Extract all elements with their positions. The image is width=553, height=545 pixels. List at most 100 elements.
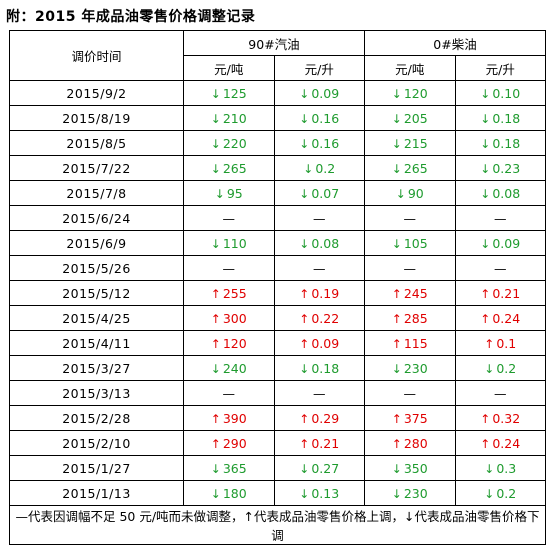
date-column-header: 调价时间	[9, 30, 184, 81]
value-cell-g-ton: ↓ 180	[183, 480, 275, 506]
value-text: 0.18	[492, 135, 521, 151]
arrow-down-icon: ↓	[210, 136, 221, 151]
value-cell-d-ton: —	[364, 255, 456, 281]
table-row: 2015/5/26 — — — —	[9, 255, 546, 281]
value-cell-g-ton: —	[183, 255, 275, 281]
arrow-down-icon: ↓	[303, 161, 314, 176]
table-row: 2015/3/13 — — — —	[9, 380, 546, 406]
value-text: —	[494, 210, 507, 226]
value-cell-d-liter: ↓ 0.2	[454, 480, 546, 506]
value-cell-d-ton: ↓ 350	[364, 455, 456, 481]
arrow-down-icon: ↓	[480, 136, 491, 151]
value-cell-g-ton: ↑ 255	[183, 280, 275, 306]
value-text: 0.08	[311, 235, 340, 251]
value-cell-g-liter: ↑ 0.29	[273, 405, 365, 431]
value-text: 105	[403, 235, 428, 251]
arrow-down-icon: ↓	[391, 86, 402, 101]
value-cell-d-liter: ↑ 0.1	[454, 330, 546, 356]
value-text: 285	[403, 310, 428, 326]
arrow-down-icon: ↓	[299, 461, 310, 476]
arrow-down-icon: ↓	[210, 236, 221, 251]
date-cell: 2015/6/9	[9, 230, 184, 256]
arrow-up-icon: ↑	[210, 311, 221, 326]
date-cell: 2015/1/27	[9, 455, 184, 481]
value-text: 0.09	[311, 85, 340, 101]
arrow-down-icon: ↓	[210, 486, 221, 501]
value-text: 0.22	[311, 310, 340, 326]
value-text: 215	[403, 135, 428, 151]
value-text: 0.1	[496, 335, 517, 351]
value-text: 0.19	[311, 285, 340, 301]
date-cell: 2015/5/12	[9, 280, 184, 306]
arrow-down-icon: ↓	[391, 236, 402, 251]
arrow-down-icon: ↓	[484, 361, 495, 376]
value-cell-g-liter: ↓ 0.08	[273, 230, 365, 256]
value-cell-g-ton: ↓ 95	[183, 180, 275, 206]
date-cell: 2015/4/25	[9, 305, 184, 331]
arrow-down-icon: ↓	[484, 461, 495, 476]
arrow-up-icon: ↑	[480, 311, 491, 326]
value-text: —	[222, 210, 236, 226]
arrow-down-icon: ↓	[210, 161, 221, 176]
diesel-unit-ton-header: 元/吨	[364, 55, 456, 81]
date-cell: 2015/2/10	[9, 430, 184, 456]
arrow-down-icon: ↓	[480, 186, 491, 201]
value-text: 0.24	[492, 435, 521, 451]
value-cell-g-ton: —	[183, 380, 275, 406]
arrow-down-icon: ↓	[480, 236, 491, 251]
arrow-up-icon: ↑	[391, 286, 402, 301]
value-cell-d-liter: ↓ 0.10	[454, 80, 546, 106]
value-cell-d-liter: ↑ 0.21	[454, 280, 546, 306]
arrow-down-icon: ↓	[299, 136, 310, 151]
value-cell-g-liter: ↑ 0.22	[273, 305, 365, 331]
table-row: 2015/6/24 — — — —	[9, 205, 546, 231]
value-text: —	[222, 260, 236, 276]
value-cell-d-ton: ↓ 105	[364, 230, 456, 256]
value-cell-g-liter: ↑ 0.21	[273, 430, 365, 456]
value-text: 265	[222, 160, 247, 176]
value-cell-d-liter: ↓ 0.08	[454, 180, 546, 206]
date-cell: 2015/3/13	[9, 380, 184, 406]
arrow-down-icon: ↓	[391, 461, 402, 476]
table-body: 2015/9/2 ↓ 125 ↓ 0.09 ↓ 120 ↓ 0.10 2015/8/19 ↓ 210 ↓…	[9, 80, 546, 506]
arrow-up-icon: ↑	[210, 336, 221, 351]
arrow-up-icon: ↑	[210, 436, 221, 451]
value-text: 255	[222, 285, 247, 301]
value-text: 90	[407, 185, 424, 201]
value-text: —	[494, 260, 507, 276]
table-row: 2015/5/12 ↑ 255 ↑ 0.19 ↑ 245 ↑ 0.21	[9, 280, 546, 306]
table-row: 2015/6/9 ↓ 110 ↓ 0.08 ↓ 105 ↓ 0.09	[9, 230, 546, 256]
diesel-unit-liter-header: 元/升	[454, 55, 546, 81]
value-cell-d-liter: ↑ 0.24	[454, 430, 546, 456]
value-cell-d-liter: ↓ 0.23	[454, 155, 546, 181]
arrow-down-icon: ↓	[391, 486, 402, 501]
arrow-up-icon: ↑	[480, 286, 491, 301]
value-text: 0.3	[496, 460, 517, 476]
value-text: —	[494, 385, 507, 401]
value-text: —	[313, 260, 326, 276]
value-text: —	[403, 210, 417, 226]
value-cell-d-liter: ↓ 0.09	[454, 230, 546, 256]
date-cell: 2015/7/22	[9, 155, 184, 181]
arrow-up-icon: ↑	[480, 436, 491, 451]
table-row: 2015/7/8 ↓ 95 ↓ 0.07 ↓ 90 ↓ 0.08	[9, 180, 546, 206]
value-text: 220	[222, 135, 247, 151]
value-cell-g-liter: ↓ 0.13	[273, 480, 365, 506]
value-text: 0.24	[492, 310, 521, 326]
value-cell-g-liter: —	[273, 380, 365, 406]
value-text: 0.21	[311, 435, 340, 451]
arrow-down-icon: ↓	[395, 186, 406, 201]
table-row: 2015/9/2 ↓ 125 ↓ 0.09 ↓ 120 ↓ 0.10	[9, 80, 546, 106]
value-text: 110	[222, 235, 247, 251]
value-cell-d-ton: —	[364, 205, 456, 231]
value-text: 0.2	[496, 485, 517, 501]
table-row: 2015/8/5 ↓ 220 ↓ 0.16 ↓ 215 ↓ 0.18	[9, 130, 546, 156]
price-adjustment-table: 调价时间 90#汽油 0#柴油 元/吨 元/升 元/吨 元/升 2015/9/2…	[9, 30, 546, 545]
value-cell-d-ton: ↑ 115	[364, 330, 456, 356]
value-text: 120	[403, 85, 428, 101]
date-cell: 2015/8/19	[9, 105, 184, 131]
value-cell-g-liter: ↓ 0.27	[273, 455, 365, 481]
arrow-up-icon: ↑	[210, 286, 221, 301]
arrow-down-icon: ↓	[391, 111, 402, 126]
arrow-down-icon: ↓	[299, 86, 310, 101]
